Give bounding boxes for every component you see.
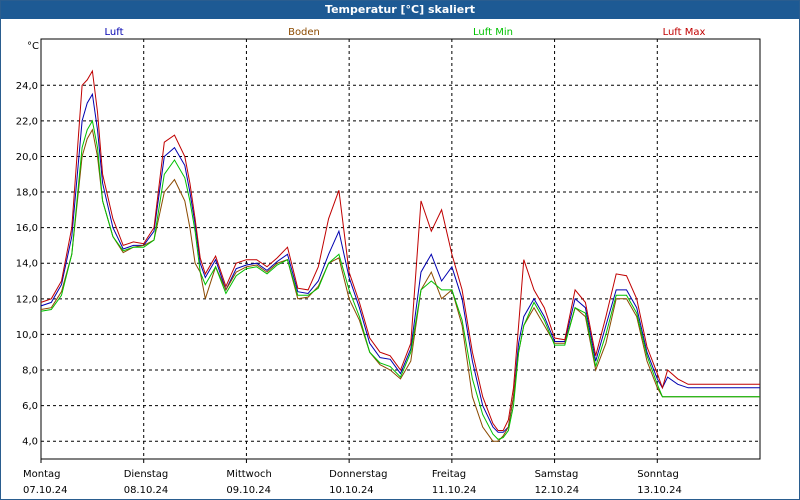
legend-entry-boden: Boden bbox=[288, 27, 320, 38]
series-line-luft bbox=[40, 92, 760, 433]
y-tick-label: 22,0 bbox=[16, 116, 38, 127]
x-tick-day-label: Dienstag bbox=[124, 469, 169, 480]
plot-area bbox=[40, 38, 761, 460]
x-tick-day-label: Montag bbox=[23, 469, 60, 480]
x-tick-date-label: 10.10.24 bbox=[329, 485, 374, 496]
x-tick-date-label: 13.10.24 bbox=[637, 485, 682, 496]
y-tick-label: 6,0 bbox=[22, 401, 38, 412]
series-line-luft-max bbox=[40, 69, 760, 431]
y-tick-label: 16,0 bbox=[16, 223, 38, 234]
x-tick-day-label: Donnerstag bbox=[329, 469, 387, 480]
x-tick-date-label: 09.10.24 bbox=[226, 485, 271, 496]
grid-lines bbox=[41, 39, 760, 459]
y-tick-label: 18,0 bbox=[16, 188, 38, 199]
x-tick-date-label: 08.10.24 bbox=[124, 485, 169, 496]
y-tick-label: 8,0 bbox=[22, 366, 38, 377]
x-tick-date-label: 11.10.24 bbox=[432, 485, 477, 496]
y-tick-label: 24,0 bbox=[16, 81, 38, 92]
x-tick-day-label: Sonntag bbox=[637, 469, 679, 480]
legend-entry-luft-min: Luft Min bbox=[473, 27, 513, 38]
legend-entry-luft: Luft bbox=[105, 27, 124, 38]
series-lines bbox=[40, 69, 760, 442]
y-axis: 4,0 6,0 8,0 10,0 12,0 14,0 16,0 18,0 20,0 22,0 24,… bbox=[16, 41, 39, 448]
x-tick-day-label: Samstag bbox=[535, 469, 579, 480]
legend-entry-luft-max: Luft Max bbox=[663, 27, 706, 38]
y-tick-label: 20,0 bbox=[16, 152, 38, 163]
x-tick-day-label: Mittwoch bbox=[226, 469, 271, 480]
x-tick-day-label: Freitag bbox=[432, 469, 466, 480]
x-tick-date-label: 12.10.24 bbox=[535, 485, 580, 496]
y-tick-label: 10,0 bbox=[16, 330, 38, 341]
legend: Luft Boden Luft Min Luft Max bbox=[105, 27, 706, 38]
x-tick-date-label: 07.10.24 bbox=[23, 485, 68, 496]
y-tick-label: 14,0 bbox=[16, 259, 38, 270]
series-line-luft-min bbox=[40, 119, 760, 440]
y-tick-label: 12,0 bbox=[16, 294, 38, 305]
y-tick-label: 4,0 bbox=[22, 437, 38, 448]
y-axis-label: °C bbox=[27, 41, 39, 52]
x-axis: Montag 07.10.24 Dienstag 08.10.24 Mittwoch 09… bbox=[23, 459, 682, 496]
chart-title: Temperatur [°C] skaliert bbox=[1, 1, 799, 19]
plot-border bbox=[40, 38, 761, 460]
